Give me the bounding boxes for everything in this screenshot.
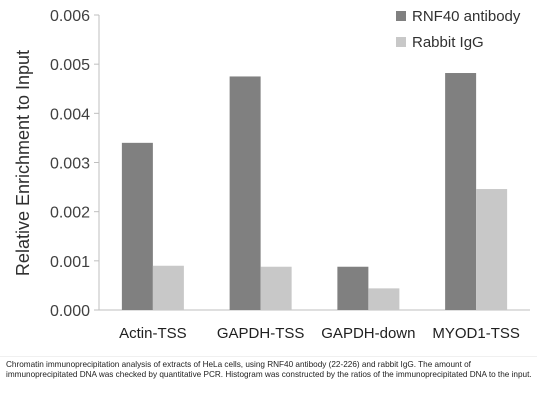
y-tick-label: 0.002 [50,205,90,222]
y-tick-label: 0.004 [50,106,90,123]
bar-rnf40-antibody-gapdh-tss [229,76,261,310]
x-category-label: GAPDH-TSS [217,325,305,342]
figure-caption: Chromatin immunoprecipitation analysis o… [6,360,532,379]
x-category-labels: Actin-TSS GAPDH-TSS GAPDH-down MYOD1-TSS [119,325,520,342]
y-tick-label: 0.003 [50,156,90,173]
x-category-label: GAPDH-down [321,325,415,342]
bar-rnf40-antibody-actin-tss [121,142,153,310]
y-axis-label: Relative Enrichment to Input [13,50,33,276]
legend-swatch [396,37,406,47]
bar-rabbit-igg-gapdh-down [368,288,400,310]
legend-label: Rabbit IgG [412,34,484,51]
chart-legend: RNF40 antibody Rabbit IgG [396,8,521,51]
y-tick-label: 0.006 [50,8,90,25]
y-tick-label: 0.000 [50,303,90,320]
bar-rnf40-antibody-gapdh-down [337,266,369,310]
bar-rabbit-igg-myod1-tss [476,189,508,310]
chart-bars [121,73,508,311]
y-tick-label: 0.001 [50,254,90,271]
x-category-label: MYOD1-TSS [432,325,520,342]
x-category-label: Actin-TSS [119,325,187,342]
bar-rabbit-igg-gapdh-tss [260,266,292,310]
y-tick-labels: 0.000 0.001 0.002 0.003 0.004 0.005 0.006 [50,8,99,320]
y-tick-label: 0.005 [50,57,90,74]
legend-label: RNF40 antibody [412,8,521,25]
bar-chart: 0.000 0.001 0.002 0.003 0.004 0.005 0.006 Acti… [13,8,530,342]
legend-swatch [396,11,406,21]
bar-rnf40-antibody-myod1-tss [445,73,477,311]
bar-rabbit-igg-actin-tss [152,265,184,310]
chart-figure: 0.000 0.001 0.002 0.003 0.004 0.005 0.006 Acti… [0,8,537,357]
